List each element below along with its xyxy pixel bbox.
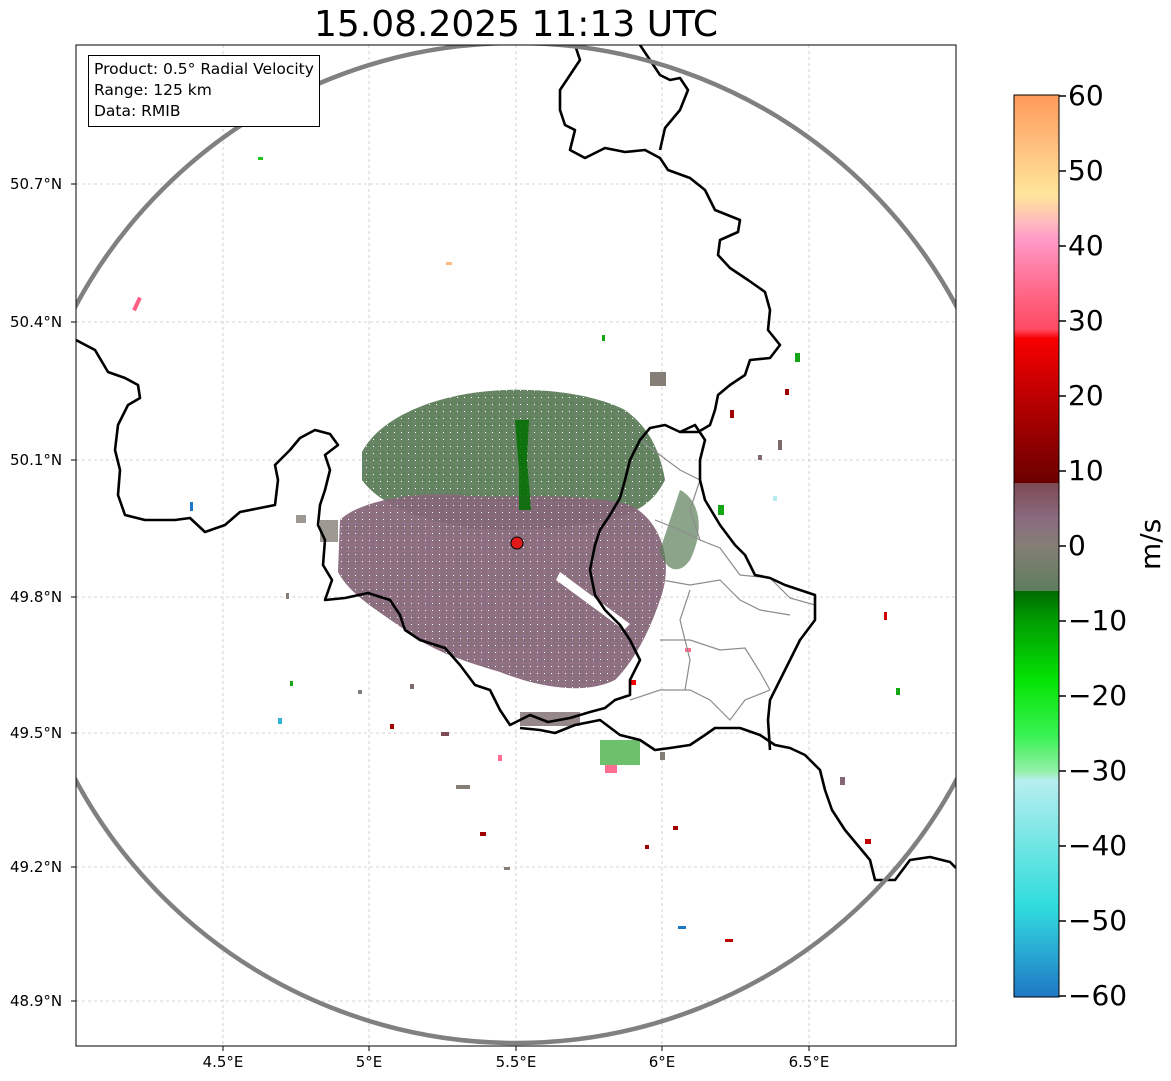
echo-speckles [132, 157, 900, 942]
lat-label: 50.7°N [10, 175, 63, 193]
lat-label: 49.8°N [10, 588, 63, 606]
colorbar [1013, 94, 1060, 998]
internal-borders [629, 439, 816, 721]
colorbar-tick-label: −60 [1068, 979, 1128, 1012]
colorbar-tick-label: 50 [1068, 154, 1104, 187]
lat-label: 48.9°N [10, 992, 63, 1010]
lon-label: 5°E [355, 1053, 383, 1071]
colorbar-tick-label: 0 [1068, 529, 1086, 562]
map-title: 15.08.2025 11:13 UTC [313, 4, 719, 45]
colorbar-unit-label: m/s [1134, 518, 1167, 570]
info-data-source: Data: RMIB [94, 102, 181, 120]
colorbar-tick-label: −50 [1068, 904, 1128, 937]
lon-label: 4.5°E [202, 1053, 244, 1071]
radar-site-marker [510, 536, 524, 550]
lat-label: 49.2°N [10, 858, 63, 876]
national-borders [76, 45, 956, 882]
colorbar-tick-label: 60 [1068, 79, 1104, 112]
colorbar-tick-label: −20 [1068, 679, 1128, 712]
range-ring [76, 45, 956, 1046]
lat-label: 49.5°N [10, 724, 63, 742]
velocity-echoes [132, 157, 900, 942]
info-range: Range: 125 km [94, 81, 212, 99]
lon-label: 5.5°E [495, 1053, 537, 1071]
colorbar-tick-label: −10 [1068, 604, 1128, 637]
colorbar-tick-label: 20 [1068, 379, 1104, 412]
axis-ticks [71, 183, 810, 1051]
lat-label: 50.1°N [10, 451, 63, 469]
info-box: Product: 0.5° Radial Velocity Range: 125… [88, 55, 320, 127]
colorbar-tick-label: 10 [1068, 454, 1104, 487]
colorbar-tick-label: −40 [1068, 829, 1128, 862]
colorbar-ticks [1059, 95, 1066, 997]
lat-label: 50.4°N [10, 313, 63, 331]
colorbar-tick-label: 40 [1068, 229, 1104, 262]
colorbar-tick-label: −30 [1068, 754, 1128, 787]
lon-label: 6°E [648, 1053, 676, 1071]
colorbar-tick-label: 30 [1068, 304, 1104, 337]
info-product: Product: 0.5° Radial Velocity [94, 60, 314, 78]
lon-label: 6.5°E [788, 1053, 830, 1071]
